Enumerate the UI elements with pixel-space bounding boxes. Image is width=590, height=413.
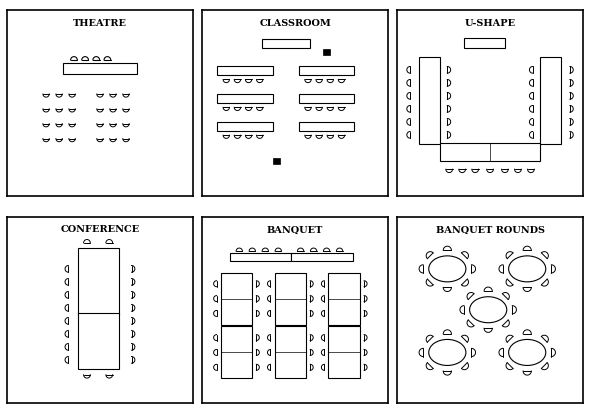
Text: CLASSROOM: CLASSROOM	[259, 19, 331, 28]
Bar	[299, 66, 355, 76]
Bar	[291, 253, 353, 261]
Bar	[419, 57, 440, 144]
Text: THEATRE: THEATRE	[73, 19, 127, 28]
Bar	[274, 273, 306, 325]
Bar	[540, 57, 560, 144]
Bar	[464, 38, 505, 47]
Text: U-SHAPE: U-SHAPE	[464, 19, 516, 28]
Bar	[329, 326, 360, 378]
Ellipse shape	[509, 256, 546, 282]
Ellipse shape	[470, 297, 507, 323]
Bar	[78, 313, 119, 369]
Text: BANQUET ROUNDS: BANQUET ROUNDS	[435, 225, 545, 234]
Ellipse shape	[509, 339, 546, 366]
Bar	[217, 122, 273, 131]
Bar	[217, 66, 273, 76]
Bar	[274, 326, 306, 378]
Text: BANQUET: BANQUET	[267, 225, 323, 234]
Bar	[221, 326, 253, 378]
Bar	[273, 158, 280, 164]
Bar	[299, 94, 355, 103]
Ellipse shape	[429, 256, 466, 282]
Bar	[329, 273, 360, 325]
Bar	[217, 94, 273, 103]
Text: CONFERENCE: CONFERENCE	[60, 225, 140, 234]
Bar	[78, 249, 119, 315]
Ellipse shape	[429, 339, 466, 366]
Bar	[261, 39, 310, 47]
Bar	[440, 143, 540, 161]
Bar	[230, 253, 291, 261]
Bar	[299, 122, 355, 131]
Bar	[63, 63, 137, 74]
Bar	[221, 273, 253, 325]
Bar	[323, 49, 330, 55]
